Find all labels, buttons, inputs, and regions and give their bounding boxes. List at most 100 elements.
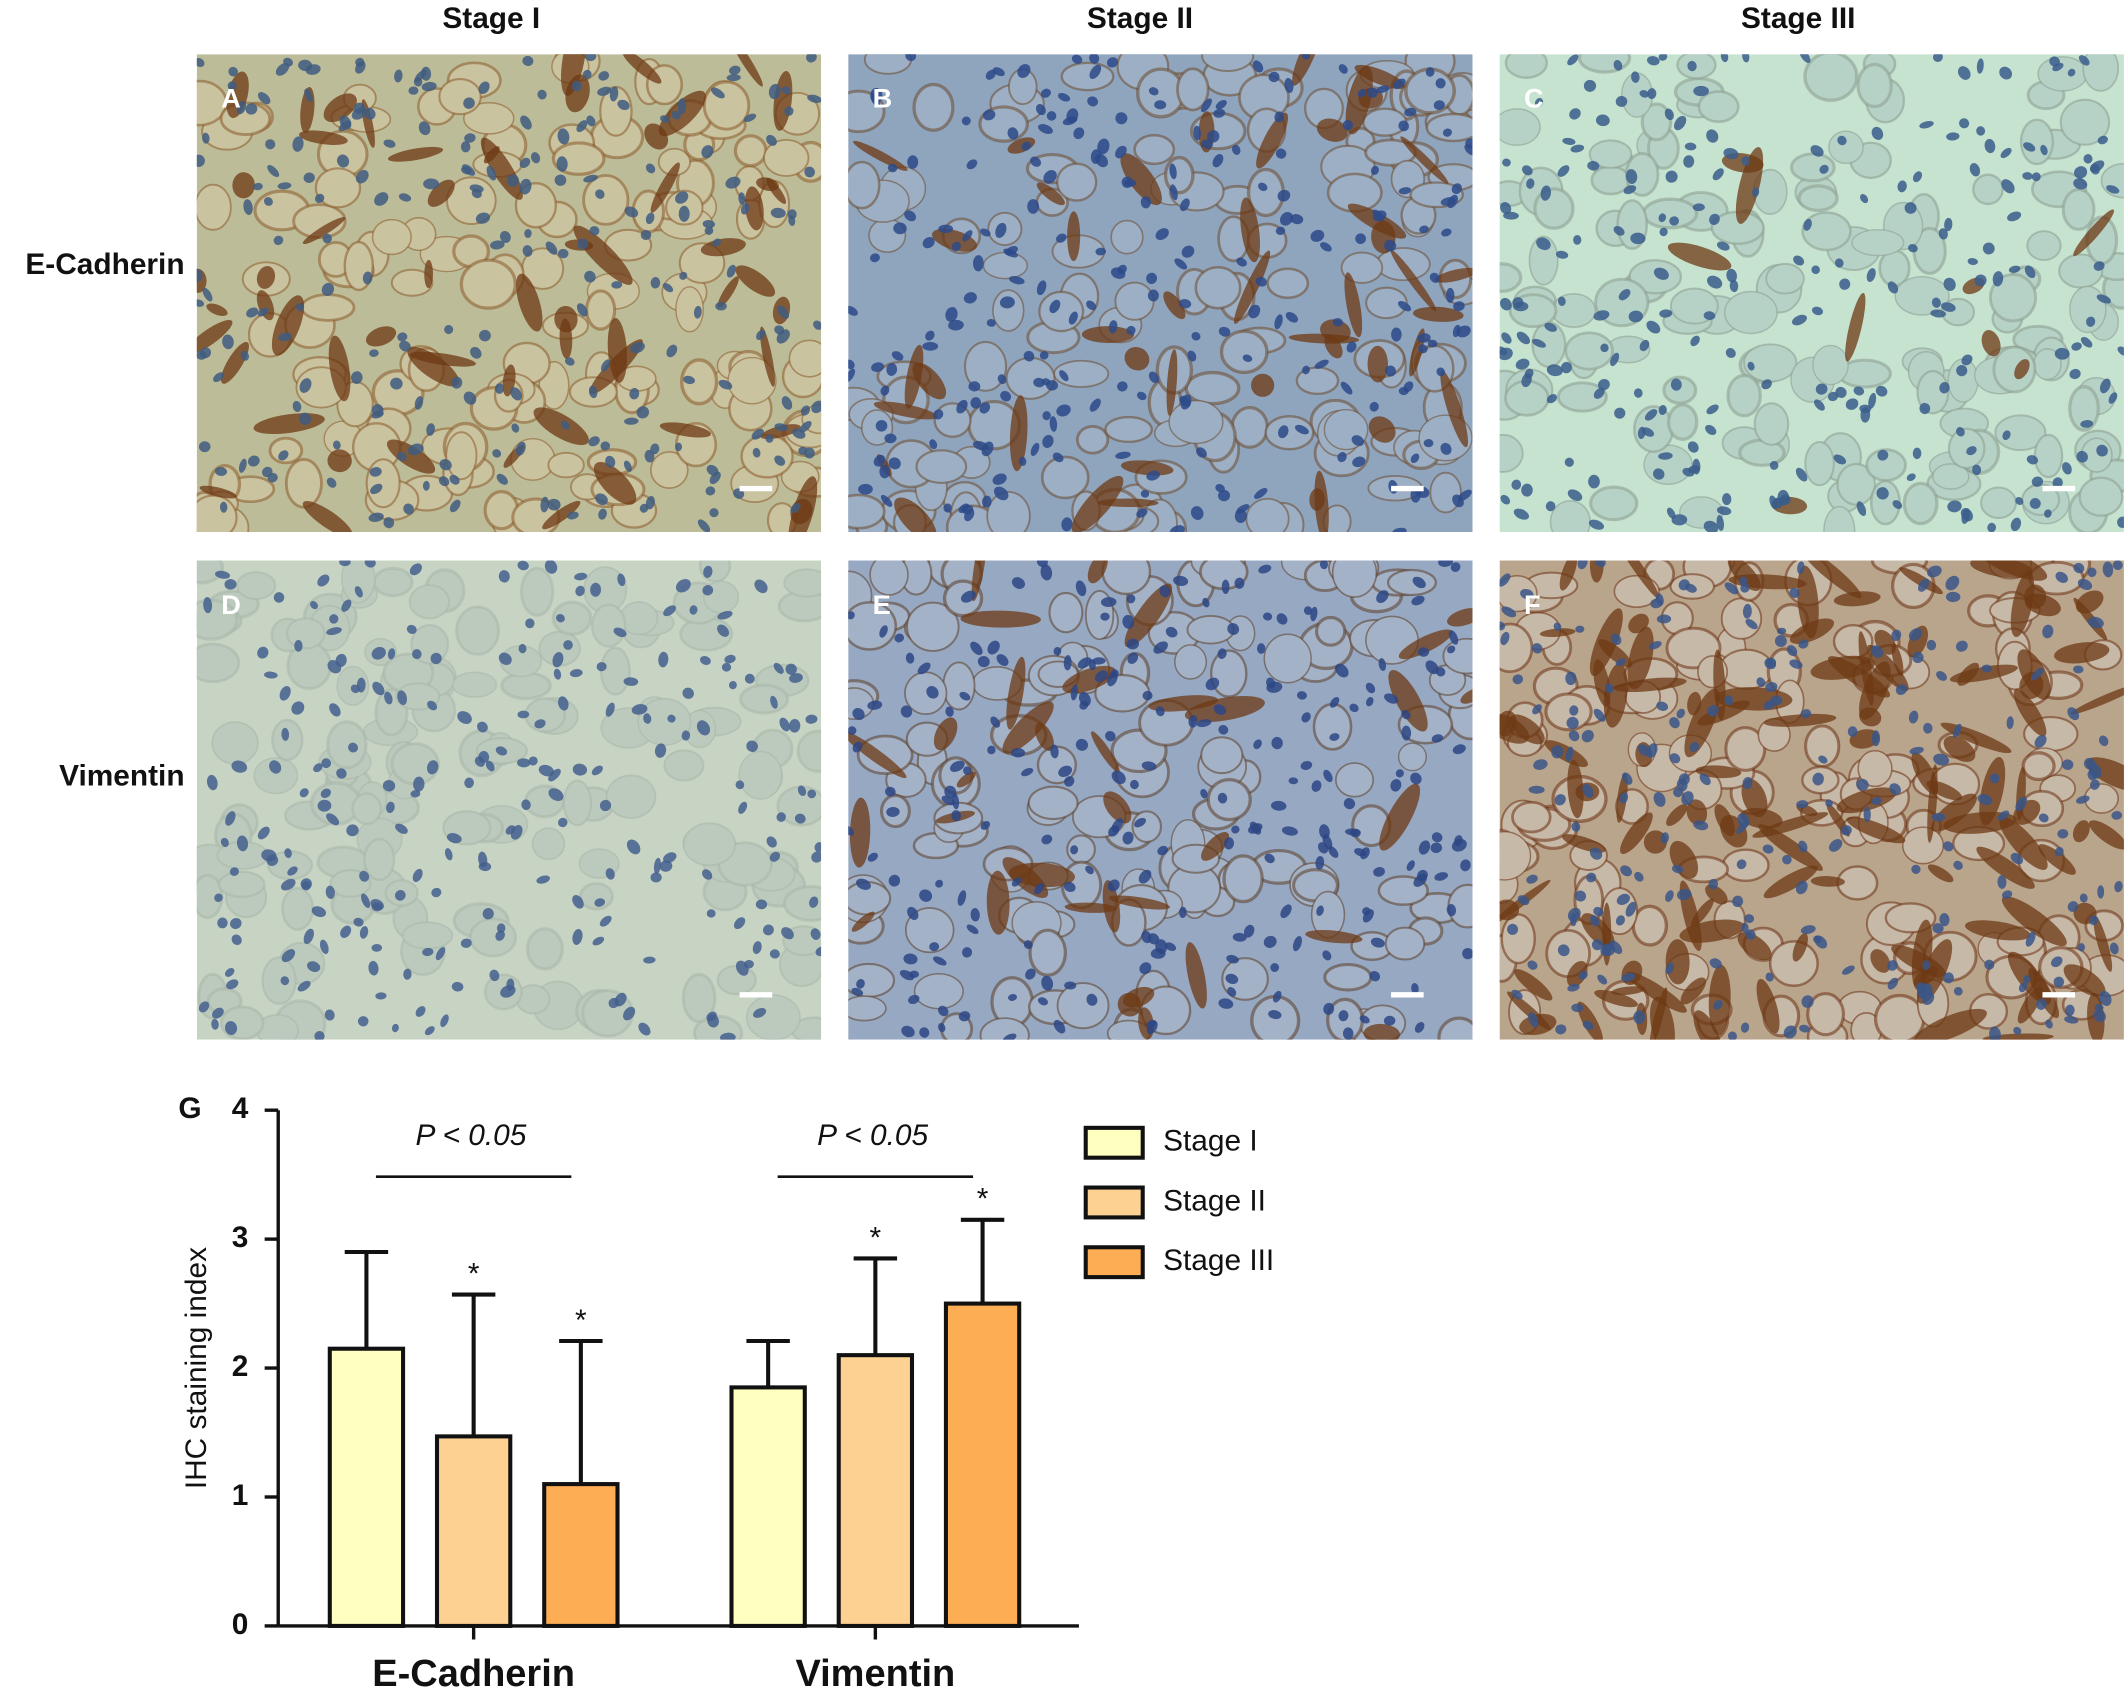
cell: [196, 560, 225, 585]
nucleus: [1613, 225, 1625, 236]
stained-region: [1103, 791, 1132, 824]
nucleus: [1906, 473, 1916, 482]
nucleus: [314, 193, 325, 204]
stained-region: [744, 186, 764, 231]
nucleus: [1887, 960, 1898, 971]
nucleus: [992, 473, 1007, 485]
nucleus: [517, 560, 529, 571]
nucleus: [1108, 320, 1118, 334]
cell: [702, 80, 751, 131]
cell: [1723, 290, 1778, 335]
nucleus: [399, 340, 411, 352]
nucleus: [1315, 855, 1325, 870]
nucleus: [1789, 659, 1803, 669]
nucleus: [1578, 970, 1588, 980]
nucleus: [1111, 770, 1126, 785]
cell: [390, 268, 434, 297]
nucleus: [1365, 682, 1376, 694]
cell: [445, 431, 478, 481]
nucleus: [871, 362, 885, 372]
nucleus: [1221, 579, 1230, 595]
stained-region: [1758, 824, 1823, 871]
stained-region: [1316, 118, 1348, 142]
stained-region: [1499, 713, 1530, 744]
nucleus: [2006, 716, 2014, 730]
stained-region: [386, 439, 436, 474]
nucleus: [1174, 258, 1188, 270]
nucleus: [1213, 108, 1226, 118]
nucleus: [1722, 493, 1732, 506]
nucleus: [1094, 670, 1108, 683]
nucleus: [1501, 332, 1512, 344]
nucleus: [556, 613, 565, 623]
nucleus: [247, 455, 260, 467]
nucleus: [1370, 165, 1379, 175]
nucleus: [1438, 560, 1453, 567]
nucleus: [2015, 496, 2024, 506]
nucleus: [598, 508, 607, 520]
nucleus: [1876, 487, 1889, 500]
y-axis-label: IHC staining index: [180, 1247, 213, 1489]
nucleus: [809, 896, 819, 908]
cell: [285, 617, 326, 650]
nucleus: [1597, 378, 1610, 391]
cell: [1720, 597, 1763, 640]
nucleus: [1196, 719, 1212, 728]
stained-region: [1008, 862, 1075, 888]
nucleus: [1085, 865, 1094, 875]
nucleus: [329, 614, 339, 624]
cell: [300, 293, 356, 322]
nucleus: [451, 376, 463, 389]
nucleus: [600, 359, 611, 372]
nucleus: [440, 1014, 449, 1028]
nucleus: [1690, 335, 1700, 347]
nucleus: [1272, 990, 1282, 1003]
nucleus: [1870, 645, 1884, 658]
nucleus: [995, 222, 1007, 238]
nucleus: [1311, 780, 1322, 792]
stained-region: [1006, 656, 1026, 730]
cell: [372, 566, 414, 598]
nucleus: [499, 230, 511, 243]
nucleus: [1107, 879, 1120, 892]
nucleus: [1716, 514, 1725, 531]
nucleus: [979, 402, 991, 414]
nucleus: [1205, 677, 1220, 691]
cell: [1056, 982, 1110, 1030]
nucleus: [307, 961, 321, 972]
nucleus: [198, 441, 211, 453]
nucleus: [1075, 738, 1089, 751]
nucleus: [752, 941, 762, 955]
nucleus: [1716, 506, 1732, 516]
cell: [1499, 262, 1523, 293]
nucleus: [1441, 228, 1452, 237]
nucleus: [1736, 859, 1747, 870]
nucleus: [372, 681, 385, 696]
nucleus: [1002, 1033, 1017, 1040]
cell: [1075, 425, 1110, 455]
legend-swatch: [1083, 1125, 1145, 1160]
nucleus: [1545, 501, 1556, 512]
nucleus: [1669, 216, 1680, 226]
nucleus: [435, 947, 446, 961]
nucleus: [1417, 869, 1428, 881]
nucleus: [577, 238, 589, 250]
nucleus: [1178, 298, 1192, 309]
micrograph: [1499, 560, 2124, 1040]
nucleus: [1097, 138, 1110, 155]
nucleus: [519, 157, 531, 168]
nucleus: [1089, 54, 1100, 64]
nucleus: [339, 115, 352, 130]
nucleus: [1744, 914, 1755, 924]
nucleus: [1800, 925, 1816, 935]
nucleus: [1122, 831, 1134, 845]
cell: [1499, 830, 1532, 881]
nucleus: [2102, 561, 2114, 578]
nucleus: [870, 253, 880, 263]
stained-region: [2063, 964, 2106, 997]
nucleus: [2054, 847, 2064, 857]
nucleus: [1369, 971, 1381, 982]
nucleus: [1676, 888, 1692, 901]
nucleus: [937, 1005, 949, 1017]
cell: [196, 494, 238, 533]
